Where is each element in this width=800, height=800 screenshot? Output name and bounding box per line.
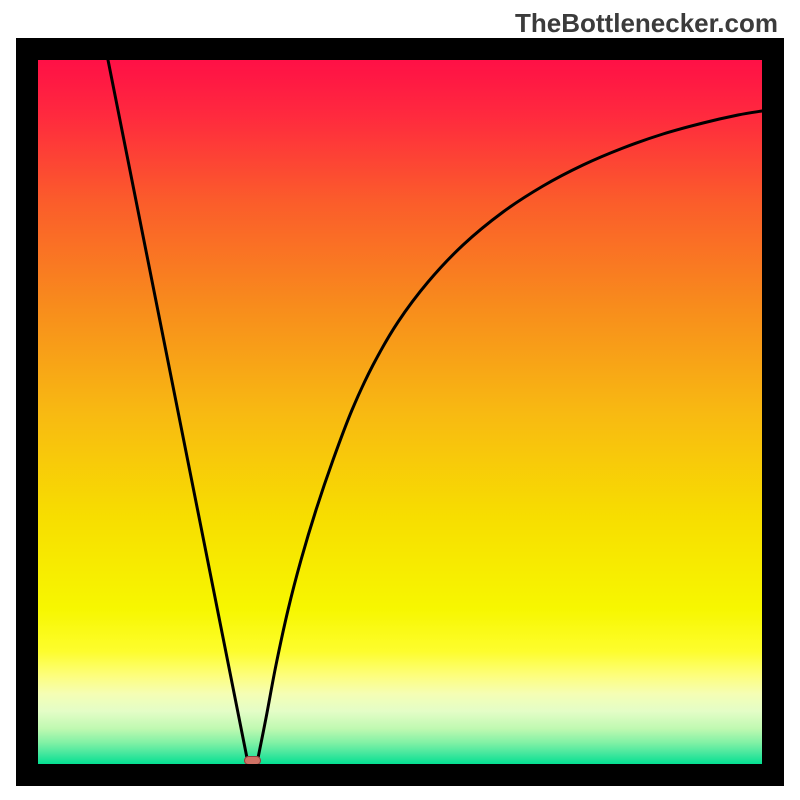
minimum-marker: [244, 756, 261, 765]
plot-area: [38, 60, 762, 764]
chart-root: { "canvas": { "width": 800, "height": 80…: [0, 0, 800, 800]
curve-layer: [38, 60, 762, 764]
curve-right-segment: [257, 111, 762, 763]
curve-left-segment: [108, 60, 248, 763]
watermark: TheBottlenecker.com: [515, 8, 778, 39]
